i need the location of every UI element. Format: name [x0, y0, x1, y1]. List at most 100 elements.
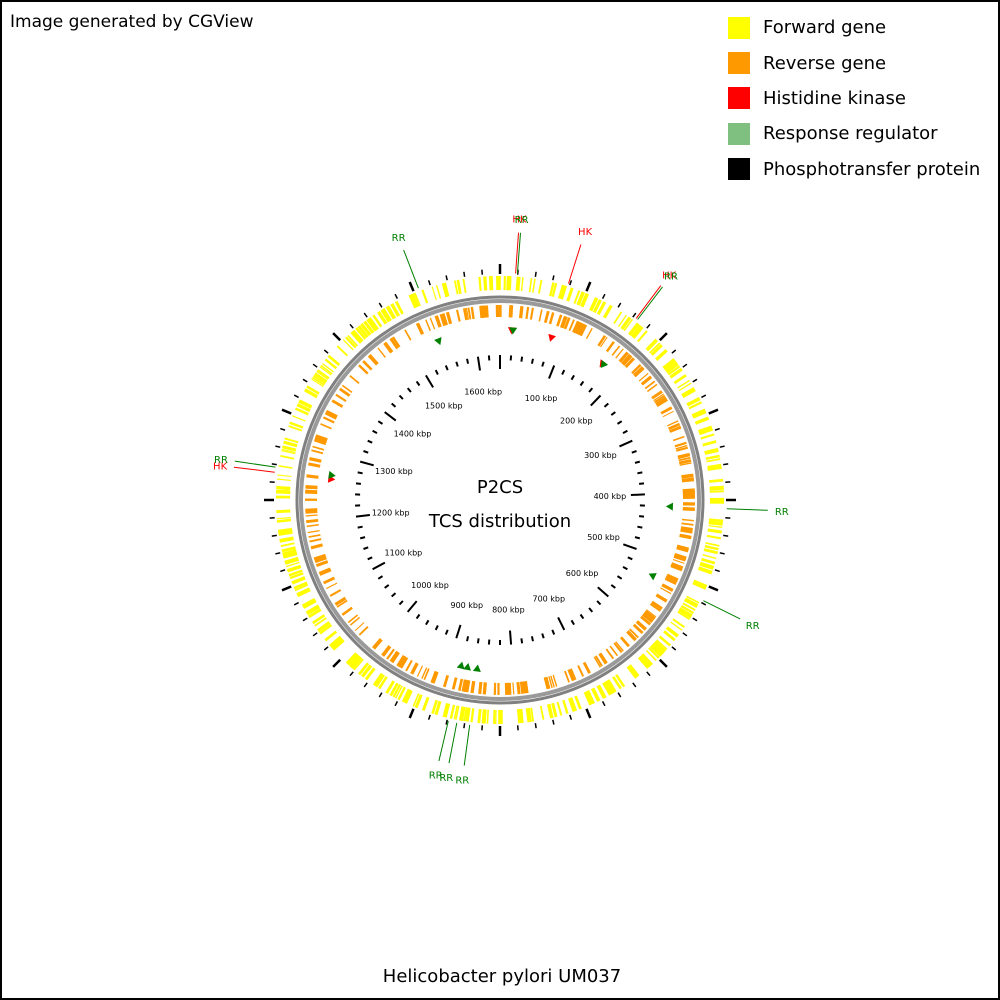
forward-gene-mark: [704, 544, 719, 551]
forward-gene-mark: [389, 682, 398, 696]
ruler-minor-tick: [561, 369, 566, 375]
forward-gene-mark: [380, 309, 390, 323]
forward-gene-mark: [291, 576, 306, 585]
reverse-gene-mark: [622, 355, 632, 366]
forward-gene-mark: [288, 425, 303, 432]
rr-leader-line: [448, 722, 458, 764]
reverse-gene-mark: [563, 317, 571, 330]
reverse-gene-mark: [320, 423, 332, 430]
forward-gene-mark: [639, 656, 650, 668]
forward-gene-mark: [604, 680, 615, 695]
forward-gene-mark: [443, 282, 450, 297]
forward-gene-mark: [707, 465, 722, 471]
outer-tick: [378, 302, 383, 308]
rr-marker: [328, 470, 336, 479]
outer-tick: [463, 271, 466, 277]
reverse-gene-mark: [331, 399, 344, 408]
reverse-gene-mark: [434, 315, 442, 328]
forward-gene-mark: [649, 645, 662, 657]
hk-leader-line: [233, 466, 275, 473]
ruler-major-tick: [359, 460, 374, 467]
outer-tick: [569, 280, 573, 286]
forward-gene-mark: [650, 343, 663, 356]
outer-tick: [280, 569, 286, 573]
forward-gene-mark: [699, 563, 714, 570]
forward-gene-mark: [394, 301, 403, 315]
ruler-minor-tick: [415, 613, 421, 620]
ruler-label: 700 kbp: [532, 595, 565, 604]
center-subtitle: TCS distribution: [428, 511, 571, 532]
outer-tick: [363, 312, 368, 318]
reverse-gene-mark: [605, 648, 615, 660]
forward-gene-mark: [617, 314, 627, 328]
reverse-gene-mark: [646, 609, 657, 618]
ruler-minor-tick: [570, 619, 575, 626]
forward-gene-mark: [704, 447, 719, 453]
reverse-gene-mark: [538, 309, 543, 322]
forward-gene-mark: [282, 445, 297, 452]
outer-tick: [427, 280, 431, 286]
reverse-gene-mark: [312, 445, 325, 451]
reverse-gene-mark: [678, 459, 692, 465]
forward-gene-mark: [613, 311, 623, 325]
reverse-gene-mark: [681, 522, 694, 526]
forward-gene-mark: [530, 707, 535, 722]
forward-gene-mark: [606, 679, 616, 694]
reverse-gene-mark: [390, 337, 399, 349]
rr-leader-line: [726, 508, 768, 511]
outer-tick: [312, 632, 318, 637]
rr-marker: [648, 573, 657, 581]
forward-gene-mark: [628, 664, 640, 677]
ruler-minor-tick: [634, 460, 641, 464]
ruler-major-tick: [622, 543, 637, 550]
outer-tick: [646, 323, 651, 329]
forward-gene-mark: [682, 602, 696, 611]
ruler-minor-tick: [579, 613, 585, 620]
ruler-major-tick: [619, 439, 633, 448]
forward-gene-mark: [385, 680, 395, 694]
reverse-gene-mark: [518, 306, 524, 319]
forward-gene-mark: [414, 694, 422, 708]
reverse-gene-mark: [646, 383, 658, 393]
forward-gene-mark: [280, 542, 295, 547]
forward-gene-mark: [645, 338, 657, 351]
ruler-minor-tick: [610, 584, 616, 589]
forward-gene-mark: [698, 428, 714, 436]
reverse-gene-mark: [358, 364, 369, 375]
forward-gene-mark: [691, 408, 706, 418]
forward-gene-mark: [665, 626, 679, 638]
forward-gene-mark: [682, 388, 696, 398]
forward-gene-mark: [281, 448, 296, 454]
reverse-gene-mark: [577, 665, 585, 677]
reverse-gene-mark: [682, 490, 695, 493]
rr-label: RR: [439, 773, 453, 784]
outer-tick: [682, 363, 688, 368]
reverse-gene-mark: [512, 682, 515, 695]
forward-gene-mark: [670, 621, 683, 631]
reverse-gene-mark: [384, 341, 394, 353]
forward-gene-mark: [281, 546, 296, 553]
forward-gene-mark: [355, 327, 367, 340]
forward-gene-mark: [557, 284, 565, 300]
rr-label: RR: [664, 272, 678, 283]
reverse-gene-mark: [597, 334, 607, 347]
reverse-gene-mark: [656, 398, 668, 407]
forward-gene-mark: [304, 388, 318, 398]
forward-gene-mark: [525, 707, 531, 723]
hk-label: HK: [578, 227, 593, 238]
legend-label-phosphotransfer-protein: Phosphotransfer protein: [763, 158, 981, 180]
forward-gene-mark: [373, 673, 384, 686]
forward-gene-mark: [484, 276, 488, 291]
hk-label: HK: [512, 215, 527, 226]
reverse-gene-mark: [463, 679, 469, 693]
reverse-gene-mark: [664, 577, 677, 585]
reverse-gene-mark: [681, 473, 694, 479]
outer-tick: [701, 394, 707, 399]
forward-gene-mark: [401, 688, 410, 703]
forward-gene-mark: [317, 621, 331, 633]
ruler-minor-tick: [425, 619, 430, 626]
outer-tick: [534, 723, 537, 729]
ruler-label: 600 kbp: [566, 569, 599, 578]
reverse-gene-mark: [662, 410, 674, 418]
